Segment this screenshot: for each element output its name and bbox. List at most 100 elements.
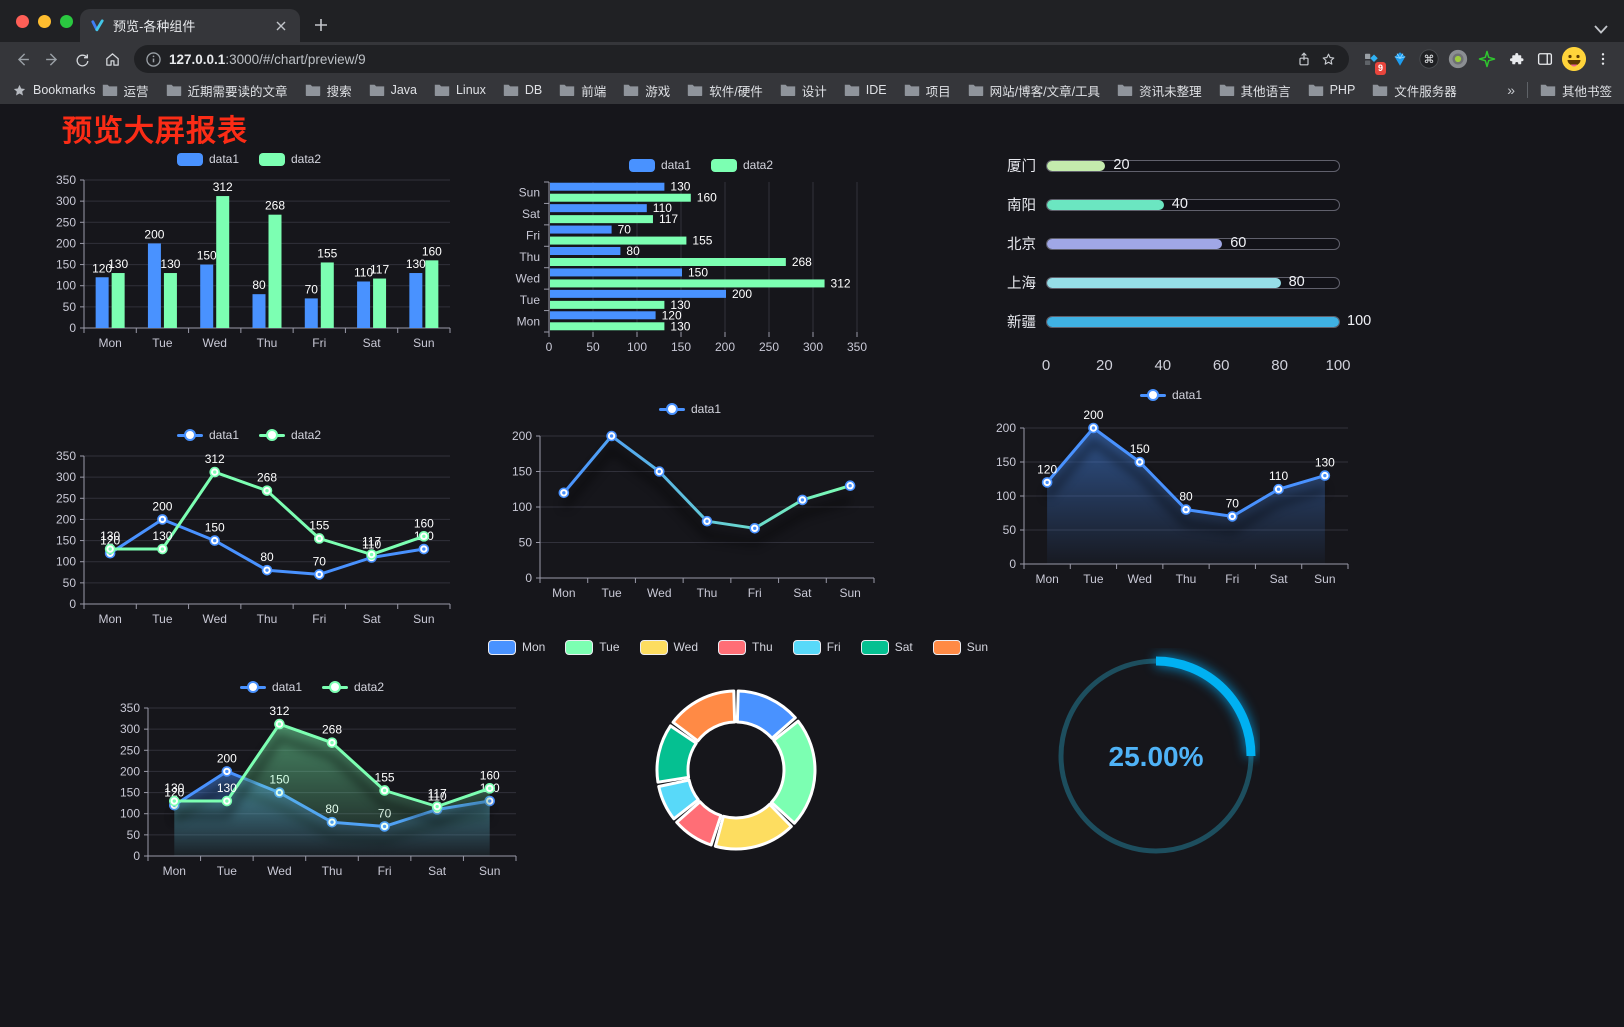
- bookmarks-overflow-chevron[interactable]: »: [1507, 82, 1515, 98]
- legend-item-data1[interactable]: data1: [1139, 388, 1202, 402]
- extensions-puzzle-icon[interactable]: [1502, 46, 1529, 73]
- bookmark-folder-14[interactable]: 其他语言: [1219, 81, 1291, 100]
- legend-item-data2[interactable]: data2: [259, 428, 321, 442]
- svg-text:Sun: Sun: [413, 336, 434, 350]
- extension-star-icon[interactable]: [1473, 46, 1500, 73]
- tab-search-chevron-icon[interactable]: [1594, 25, 1608, 34]
- site-info-icon[interactable]: [146, 51, 161, 67]
- legend-item-Wed[interactable]: Wed: [639, 639, 698, 655]
- legend-rect-marker: [565, 639, 594, 655]
- share-icon[interactable]: [1296, 51, 1312, 68]
- new-tab-button[interactable]: [306, 10, 336, 40]
- bookmark-folder-5[interactable]: DB: [503, 83, 542, 97]
- progress-x-tick: 60: [1212, 357, 1230, 374]
- tab-close-icon[interactable]: [272, 17, 290, 35]
- extension-tabs-icon[interactable]: 9: [1357, 46, 1386, 75]
- legend-item-Thu[interactable]: Thu: [718, 639, 773, 655]
- svg-text:100: 100: [56, 555, 76, 569]
- reload-icon[interactable]: [68, 45, 96, 73]
- legend-item-Mon[interactable]: Mon: [487, 639, 545, 655]
- svg-text:150: 150: [205, 521, 225, 535]
- legend-item-Tue[interactable]: Tue: [565, 639, 620, 655]
- window-zoom-button[interactable]: [60, 15, 73, 28]
- bookmark-folder-1[interactable]: 近期需要读的文章: [166, 81, 288, 100]
- other-bookmarks-folder[interactable]: 其他书签: [1540, 81, 1612, 100]
- donut-segment-Mon[interactable]: [735, 689, 797, 740]
- svg-text:80: 80: [252, 278, 266, 292]
- donut-segment-Sat[interactable]: [655, 724, 698, 784]
- progress-track: 40: [1046, 196, 1340, 212]
- bookmark-folder-2[interactable]: 搜索: [305, 81, 352, 100]
- bookmark-folder-7[interactable]: 游戏: [623, 81, 670, 100]
- svg-text:0: 0: [546, 340, 553, 354]
- legend-item-Fri[interactable]: Fri: [792, 639, 841, 655]
- svg-text:200: 200: [715, 340, 735, 354]
- svg-text:Thu: Thu: [1176, 572, 1197, 586]
- bookmark-folder-11[interactable]: 项目: [904, 81, 951, 100]
- progress-label: 南阳: [1007, 198, 1036, 214]
- side-panel-icon[interactable]: [1531, 46, 1558, 73]
- home-icon[interactable]: [98, 45, 126, 73]
- browser-menu-icon[interactable]: [1589, 46, 1616, 73]
- bookmark-folder-15[interactable]: PHP: [1308, 83, 1355, 97]
- svg-text:0: 0: [133, 849, 140, 863]
- svg-text:150: 150: [1130, 442, 1150, 456]
- legend-item-data1[interactable]: data1: [628, 158, 691, 172]
- browser-tab[interactable]: 预览-各种组件: [80, 9, 300, 42]
- svg-text:Fri: Fri: [378, 864, 392, 878]
- back-icon[interactable]: [8, 45, 36, 73]
- svg-text:Mon: Mon: [552, 586, 575, 600]
- svg-text:Wed: Wed: [516, 271, 540, 285]
- legend-item-data2[interactable]: data2: [259, 152, 321, 166]
- donut-segment-Thu[interactable]: [675, 800, 723, 847]
- bookmark-folder-label: 网站/博客/文章/工具: [989, 84, 1101, 99]
- bookmark-folder-9[interactable]: 设计: [780, 81, 827, 100]
- donut-segment-Wed[interactable]: [713, 802, 793, 851]
- progress-value: 60: [1230, 234, 1247, 251]
- bookmark-folder-16[interactable]: 文件服务器: [1372, 81, 1457, 100]
- legend-item-Sat[interactable]: Sat: [860, 639, 913, 655]
- extension-record-icon[interactable]: [1444, 46, 1471, 73]
- bookmark-folder-0[interactable]: 运营: [102, 81, 149, 100]
- bookmark-folder-8[interactable]: 软件/硬件: [687, 81, 763, 100]
- legend-rect-marker: [259, 152, 285, 166]
- chart-legend: data1 data2: [38, 148, 460, 170]
- svg-text:Sat: Sat: [363, 336, 382, 350]
- legend-item-data1[interactable]: data1: [176, 152, 239, 166]
- legend-item-data1[interactable]: data1: [176, 428, 239, 442]
- window-close-button[interactable]: [16, 15, 29, 28]
- legend-item-data2[interactable]: data2: [322, 680, 384, 694]
- svg-text:300: 300: [120, 722, 140, 736]
- svg-text:117: 117: [428, 787, 447, 801]
- legend-rect-marker: [176, 152, 203, 166]
- bookmark-folder-label: 前端: [581, 84, 607, 99]
- extension-command-icon[interactable]: ⌘: [1415, 46, 1442, 73]
- legend-item-data1[interactable]: data1: [658, 402, 722, 416]
- chart-donut: Mon Tue Wed Thu Fri Sat Sun: [487, 636, 988, 874]
- bookmark-folder-6[interactable]: 前端: [559, 81, 606, 100]
- bookmark-star-icon[interactable]: [1320, 51, 1337, 68]
- donut-segment-Sun[interactable]: [671, 689, 737, 743]
- bookmark-folder-12[interactable]: 网站/博客/文章/工具: [968, 81, 1100, 100]
- url-bar[interactable]: 127.0.0.1:3000/#/chart/preview/9: [134, 45, 1349, 73]
- legend-item-Sun[interactable]: Sun: [932, 639, 988, 655]
- profile-avatar[interactable]: [1560, 46, 1587, 73]
- bookmark-folder-10[interactable]: IDE: [844, 83, 887, 97]
- donut-segment-Tue[interactable]: [769, 719, 817, 825]
- legend-item-data1[interactable]: data1: [239, 680, 302, 694]
- legend-label: data1: [208, 428, 239, 442]
- svg-text:117: 117: [659, 212, 678, 226]
- extension-gem-icon[interactable]: [1386, 46, 1413, 73]
- progress-fill: [1047, 160, 1106, 171]
- bookmarks-app-item[interactable]: Bookmarks: [12, 83, 96, 98]
- donut-segment-Fri[interactable]: [657, 778, 700, 821]
- forward-icon[interactable]: [38, 45, 66, 73]
- legend-label: data1: [690, 402, 722, 416]
- bookmark-folder-3[interactable]: Java: [369, 83, 417, 97]
- svg-text:120: 120: [662, 308, 682, 322]
- bookmark-folder-13[interactable]: 资讯未整理: [1117, 81, 1202, 100]
- legend-rect-marker: [639, 639, 668, 655]
- legend-item-data2[interactable]: data2: [711, 158, 773, 172]
- bookmark-folder-4[interactable]: Linux: [434, 83, 486, 97]
- window-minimize-button[interactable]: [38, 15, 51, 28]
